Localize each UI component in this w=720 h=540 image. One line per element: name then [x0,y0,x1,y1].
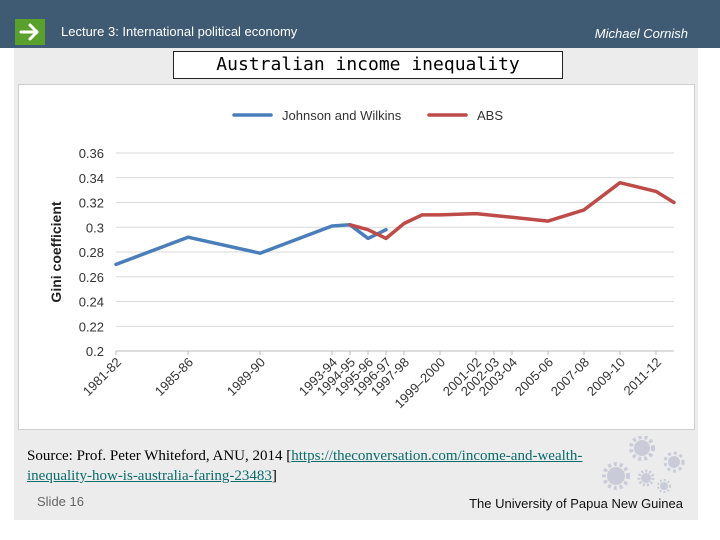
y-axis-label: Gini coefficient [48,201,64,302]
y-tick-label: 0.34 [79,171,104,186]
gear-icon [637,469,655,487]
legend-label: Johnson and Wilkins [282,108,402,123]
slide-header: Lecture 3: International political econo… [0,0,720,48]
source-link[interactable]: https://theconversation.com/income-and-w… [27,448,583,484]
gear-icon [602,462,630,490]
author-name: Michael Cornish [594,26,688,41]
y-tick-label: 0.2 [86,344,104,359]
y-tick-label: 0.3 [86,220,104,235]
series-line [114,223,388,267]
gini-line-chart: 0.2 0.22 0.24 0.26 0.28 0.3 0.32 0.34 0.36 1981-8… [48,108,676,411]
x-tick-label: 1985-86 [152,355,196,399]
y-tick-label: 0.32 [79,196,104,211]
slide-title: Australian income inequality [173,51,563,79]
gear-icon [663,451,685,473]
gear-icon [657,479,671,493]
y-tick-label: 0.22 [79,319,104,334]
series-line [348,180,676,241]
university-name: The University of Papua New Guinea [469,496,683,511]
y-tick-label: 0.24 [79,295,104,310]
x-tick-label: 1989-90 [224,355,268,399]
slide-number: Slide 16 [37,494,84,509]
chart-panel: 0.2 0.22 0.24 0.26 0.28 0.3 0.32 0.34 0.36 1981-8… [18,84,695,430]
x-tick-label: 2005-06 [512,355,556,399]
source-citation: Source: Prof. Peter Whiteford, ANU, 2014… [27,446,647,486]
x-tick-label: 1981-82 [80,355,124,399]
y-tick-label: 0.28 [79,245,104,260]
x-tick-label: 2009-10 [584,355,628,399]
gear-icon [629,436,655,461]
y-tick-label: 0.36 [79,146,104,161]
source-suffix: ] [271,468,277,484]
x-tick-label: 2011-12 [620,355,664,399]
legend-label: ABS [477,108,503,123]
x-tick-label: 2007-08 [548,355,592,399]
source-prefix: Source: Prof. Peter Whiteford, ANU, 2014… [27,448,292,464]
lecture-title: Lecture 3: International political econo… [61,24,298,39]
y-tick-label: 0.26 [79,270,104,285]
decorative-gear-cluster [602,436,685,493]
arrow-right-icon [15,19,45,45]
